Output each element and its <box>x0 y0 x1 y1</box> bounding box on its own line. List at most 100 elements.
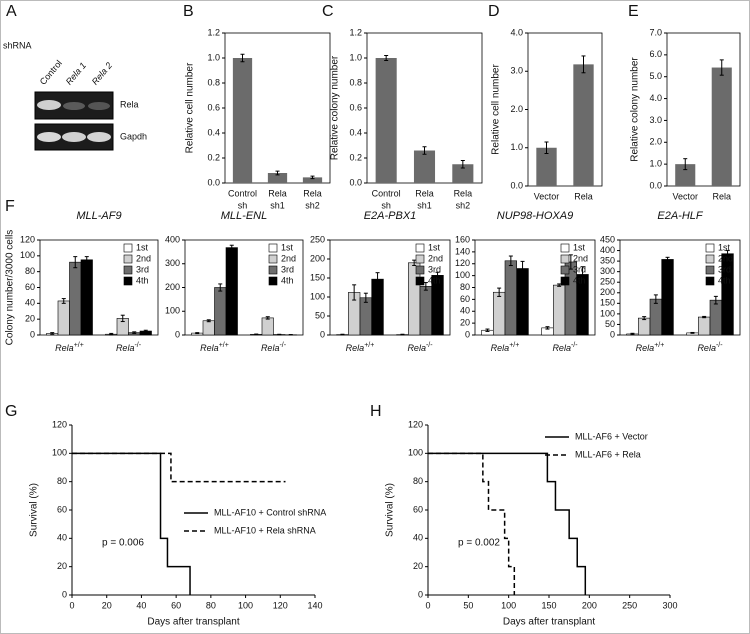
bar <box>69 261 82 336</box>
legend-label: MLL-AF6 + Rela <box>575 449 641 459</box>
legend-swatch <box>123 254 133 264</box>
error-bar <box>310 175 315 180</box>
plot-frame <box>474 239 596 336</box>
y-tick-label: 20 <box>57 561 67 571</box>
bar <box>57 300 70 336</box>
y-tick-label: 80 <box>25 266 35 276</box>
y-tick-label: 0 <box>320 329 325 339</box>
bar <box>516 268 529 336</box>
category-sup: +/+ <box>219 342 229 349</box>
y-tick-label: 100 <box>310 291 325 301</box>
panel-label: H <box>370 403 382 420</box>
error-bar <box>557 283 562 287</box>
y-tick-label: 160 <box>455 234 470 244</box>
category-sup: +/+ <box>74 342 84 349</box>
x-tick-label: 40 <box>136 600 146 610</box>
bar <box>709 299 722 336</box>
y-tick-label: 450 <box>600 234 615 244</box>
y-tick-label: 100 <box>20 250 35 260</box>
category-base: Rela <box>261 343 280 353</box>
y-tick-label: 200 <box>165 282 180 292</box>
y-tick-label: 1.2 <box>207 27 220 37</box>
legend-swatch <box>560 243 570 253</box>
error-bar <box>508 255 513 267</box>
legend-swatch <box>415 276 425 286</box>
chart: F MLL-AF9 Colony number/3000 cells 0 20 40 60 8… <box>5 198 159 353</box>
y-tick-label: 0.4 <box>207 127 220 137</box>
x-tick-label: 100 <box>501 600 516 610</box>
y-tick-label: 250 <box>310 234 325 244</box>
error-bar <box>580 266 585 283</box>
error-bar <box>497 287 502 297</box>
legend-label: 4th <box>281 275 294 285</box>
y-tick-label: 40 <box>413 533 423 543</box>
x-tick-label: Rela+/+ <box>491 342 520 354</box>
x-tick-label: sh1 <box>417 200 432 210</box>
legend-label: 3rd <box>718 264 731 274</box>
y-tick-label: 100 <box>455 270 470 280</box>
y-tick-label: 400 <box>165 234 180 244</box>
error-bar <box>435 271 440 279</box>
category-sup: -/- <box>426 342 433 349</box>
bar <box>536 147 557 186</box>
x-tick-label: Rela <box>268 188 287 198</box>
x-tick-label: sh2 <box>456 200 471 210</box>
legend-label: 2nd <box>136 253 151 263</box>
plot-frame <box>619 239 741 336</box>
bar <box>267 173 288 183</box>
panel-label: E <box>628 3 639 20</box>
legend-swatch <box>268 276 278 286</box>
bar <box>711 67 732 186</box>
y-tick-label: 0.6 <box>349 102 362 112</box>
annotation: p = 0.002 <box>458 538 500 549</box>
category-base: Rela <box>55 343 74 353</box>
error-bar <box>568 254 573 270</box>
y-tick-label: 250 <box>600 277 615 287</box>
legend-swatch <box>560 276 570 286</box>
x-tick-label: Rela <box>415 188 434 198</box>
category-sup: +/+ <box>509 342 519 349</box>
y-tick-label: 120 <box>20 234 35 244</box>
y-tick-label: 2.0 <box>510 104 523 114</box>
category-sup: -/- <box>279 342 286 349</box>
band <box>87 132 111 142</box>
chart: E2A-HLF050100150200250300350400450Rela+/… <box>600 210 741 353</box>
y-tick-label: 150 <box>600 298 615 308</box>
x-tick-label: 300 <box>662 600 677 610</box>
error-bar <box>725 250 730 258</box>
x-tick-label: Rela-/- <box>261 342 287 354</box>
x-tick-label: 0 <box>425 600 430 610</box>
x-tick-label: 80 <box>206 600 216 610</box>
y-axis-label: Relative colony number <box>330 55 341 160</box>
category-base: Rela <box>697 343 716 353</box>
x-tick-label: 120 <box>273 600 288 610</box>
y-tick-label: 120 <box>455 258 470 268</box>
y-tick-label: 0.6 <box>207 102 220 112</box>
y-tick-label: 120 <box>408 419 423 429</box>
error-bar <box>665 256 670 263</box>
x-tick-label: 0 <box>69 600 74 610</box>
legend-swatch <box>705 254 715 264</box>
y-tick-label: 0 <box>62 589 67 599</box>
bar <box>419 286 432 336</box>
legend-swatch <box>705 243 715 253</box>
y-tick-label: 60 <box>25 282 35 292</box>
y-tick-label: 200 <box>310 253 325 263</box>
y-tick-label: 40 <box>57 533 67 543</box>
y-tick-label: 60 <box>460 294 470 304</box>
error-bar <box>422 146 427 155</box>
error-bar <box>143 329 148 333</box>
survival-curve <box>428 452 516 595</box>
legend-label: 2nd <box>281 253 296 263</box>
bar <box>375 58 397 183</box>
y-tick-label: 300 <box>165 258 180 268</box>
error-bar <box>218 283 223 292</box>
chart-title: NUP98-HOXA9 <box>497 210 573 222</box>
bar <box>573 64 594 186</box>
legend-swatch <box>560 254 570 264</box>
chart: E Relative colony number 0.0 1.0 2.0 3.0 4.0 5.… <box>628 3 741 201</box>
category-base: Rela <box>491 343 510 353</box>
y-tick-label: 0.0 <box>207 177 220 187</box>
y-tick-label: 80 <box>460 282 470 292</box>
